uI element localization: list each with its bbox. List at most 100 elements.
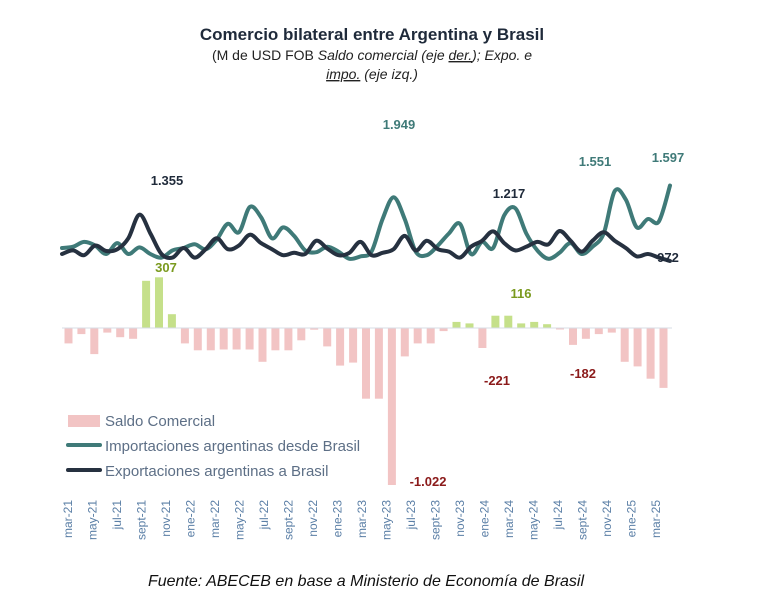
- label-bar-neg-182: -182: [570, 366, 596, 381]
- x-tick-label: nov-21: [159, 500, 173, 537]
- x-tick-label: mar-21: [61, 500, 75, 538]
- bar-saldo-9: [180, 328, 189, 344]
- label-exports-1217: 1.217: [493, 186, 526, 201]
- label-imports-1949: 1.949: [383, 117, 416, 132]
- line-exports: [60, 212, 672, 263]
- x-tick-label: jul-21: [110, 500, 124, 531]
- bar-saldo-43: [620, 328, 629, 362]
- chart-title: Comercio bilateral entre Argentina y Bra…: [200, 25, 544, 44]
- label-imports-1551: 1.551: [579, 154, 612, 169]
- bar-saldo-7: [155, 277, 163, 328]
- bar-saldo-42: [607, 328, 616, 333]
- bar-saldo-27: [413, 328, 422, 344]
- legend-swatch-saldo: [68, 415, 100, 427]
- bar-saldo-26: [400, 328, 409, 357]
- subtitle-prefix: (M de USD FOB: [212, 47, 318, 63]
- bar-saldo-5: [129, 328, 138, 339]
- bar-saldo-6: [142, 280, 151, 328]
- x-tick-label: sept-21: [135, 500, 149, 540]
- bar-saldo-40: [581, 328, 590, 339]
- x-tick-label: ene-24: [478, 500, 492, 538]
- bar-saldo-11: [206, 328, 215, 351]
- x-tick-label: mar-24: [502, 500, 516, 538]
- bar-saldo-12: [219, 328, 228, 350]
- bar-saldo-4: [116, 328, 125, 338]
- bar-saldo-45: [646, 328, 655, 379]
- bar-saldo-32: [478, 328, 487, 348]
- subtitle-squiggle-b: impo.: [326, 66, 360, 82]
- bar-saldo-22: [349, 328, 358, 363]
- subtitle-italic-a: Saldo comercial (eje: [318, 47, 449, 63]
- bar-saldo-37: [543, 324, 552, 328]
- subtitle-squiggle-a: der.: [449, 47, 473, 63]
- chart-subtitle-line1: (M de USD FOB Saldo comercial (eje der.)…: [212, 47, 532, 63]
- x-tick-label: may-21: [86, 500, 100, 540]
- bar-saldo-13: [232, 328, 241, 350]
- bar-saldo-3: [103, 328, 112, 333]
- x-tick-label: mar-25: [649, 500, 663, 538]
- x-tick-label: may-23: [380, 500, 394, 540]
- x-tick-label: mar-22: [208, 500, 222, 538]
- bar-saldo-2: [90, 328, 99, 355]
- bar-saldo-21: [336, 328, 345, 366]
- bar-saldo-25: [387, 328, 396, 485]
- x-tick-label: ene-25: [625, 500, 639, 538]
- bar-saldo-29: [439, 328, 448, 332]
- bar-saldo-14: [245, 328, 254, 350]
- x-tick-label: nov-22: [306, 500, 320, 537]
- subtitle-italic-b: ); Expo. e: [470, 47, 532, 63]
- bar-saldo-15: [258, 328, 267, 362]
- bar-saldo-44: [633, 328, 642, 367]
- bar-saldo-1: [77, 328, 86, 335]
- x-tick-label: ene-22: [184, 500, 198, 538]
- bar-saldo-41: [594, 328, 603, 335]
- chart-source: Fuente: ABECEB en base a Ministerio de E…: [148, 573, 585, 590]
- x-tick-label: nov-23: [453, 500, 467, 537]
- bar-saldo-8: [167, 314, 176, 328]
- label-bar-116: 116: [511, 286, 532, 301]
- bar-saldo-34: [504, 315, 513, 328]
- bar-saldo-46: [659, 328, 668, 388]
- bar-saldo-20: [323, 328, 332, 347]
- x-tick-label: may-22: [233, 500, 247, 540]
- x-tick-label: mar-23: [355, 500, 369, 538]
- bar-saldo-31: [465, 323, 474, 328]
- bar-saldo-17: [284, 328, 293, 351]
- legend-label-saldo: Saldo Comercial: [105, 413, 215, 430]
- bar-saldo-0: [64, 328, 73, 344]
- bar-saldo-16: [271, 328, 280, 351]
- x-tick-label: jul-23: [404, 500, 418, 531]
- x-tick-label: jul-24: [551, 500, 565, 531]
- subtitle-italic-c: (eje izq.): [360, 66, 418, 82]
- label-bar-307: 307: [155, 260, 177, 275]
- label-bar-neg-1022: -1.022: [410, 474, 447, 489]
- legend-label-imports: Importaciones argentinas desde Brasil: [105, 438, 360, 455]
- legend-label-exports: Exportaciones argentinas a Brasil: [105, 463, 328, 480]
- bar-saldo-18: [297, 328, 306, 341]
- line-series: [60, 183, 672, 263]
- label-exports-972: 972: [657, 250, 679, 265]
- bar-saldo-39: [569, 328, 577, 345]
- bar-saldo-10: [193, 328, 202, 351]
- x-tick-label: may-24: [527, 500, 541, 540]
- x-tick-label: nov-24: [600, 500, 614, 537]
- bar-saldo-28: [426, 328, 435, 344]
- bar-series-saldo: [64, 277, 668, 485]
- label-bar-neg-221: -221: [484, 373, 510, 388]
- bar-saldo-24: [374, 328, 383, 399]
- legend: Saldo Comercial Importaciones argentinas…: [66, 413, 360, 480]
- bar-saldo-33: [491, 315, 500, 328]
- x-tick-label: sept-23: [429, 500, 443, 540]
- bar-saldo-38: [556, 328, 564, 330]
- x-tick-label: sept-24: [576, 500, 590, 540]
- bar-saldo-23: [362, 328, 370, 399]
- label-imports-1597: 1.597: [652, 150, 685, 165]
- x-tick-label: sept-22: [282, 500, 296, 540]
- x-tick-label: jul-22: [257, 500, 271, 531]
- bar-saldo-35: [517, 323, 526, 328]
- chart-subtitle-line2: impo. (eje izq.): [326, 66, 418, 82]
- bar-saldo-36: [530, 321, 539, 328]
- label-exports-1355: 1.355: [151, 173, 184, 188]
- x-tick-label: ene-23: [331, 500, 345, 538]
